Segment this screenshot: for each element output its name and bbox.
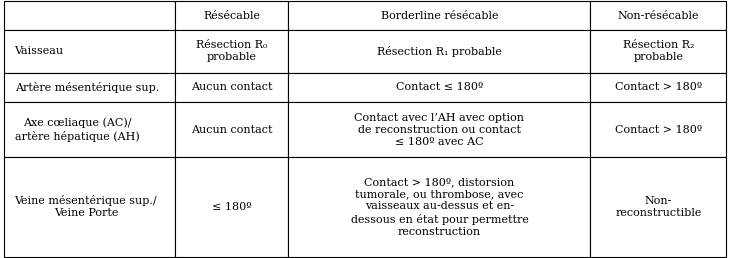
Bar (288, 1, 591, 30)
Bar (175, 157, 288, 257)
Bar (591, 102, 726, 157)
Bar (288, 102, 591, 157)
Bar (591, 1, 726, 30)
Bar (4, 30, 175, 73)
Bar (175, 30, 288, 73)
Text: Contact > 180º: Contact > 180º (615, 125, 702, 135)
Text: Veine mésentérique sup./
Veine Porte: Veine mésentérique sup./ Veine Porte (15, 195, 157, 219)
Text: Contact > 180º: Contact > 180º (615, 83, 702, 93)
Bar (175, 1, 288, 30)
Bar (4, 1, 175, 30)
Text: Contact ≤ 180º: Contact ≤ 180º (396, 83, 483, 93)
Text: Vaisseau: Vaisseau (15, 46, 64, 56)
Bar (4, 73, 175, 102)
Text: Résection R₂
probable: Résection R₂ probable (623, 40, 694, 62)
Text: Aucun contact: Aucun contact (191, 83, 272, 93)
Bar (175, 102, 288, 157)
Text: Résécable: Résécable (203, 11, 260, 21)
Text: ≤ 180º: ≤ 180º (212, 202, 251, 212)
Bar (4, 157, 175, 257)
Text: Contact > 180º, distorsion
tumorale, ou thrombose, avec
vaisseaux au-dessus et e: Contact > 180º, distorsion tumorale, ou … (350, 177, 529, 237)
Bar (288, 30, 591, 73)
Bar (175, 73, 288, 102)
Bar (591, 73, 726, 102)
Text: Axe cœliaque (AC)/
artère hépatique (AH): Axe cœliaque (AC)/ artère hépatique (AH) (15, 118, 139, 142)
Bar (288, 73, 591, 102)
Text: Borderline résécable: Borderline résécable (380, 11, 498, 21)
Text: Aucun contact: Aucun contact (191, 125, 272, 135)
Bar (4, 102, 175, 157)
Text: Non-
reconstructible: Non- reconstructible (615, 196, 702, 218)
Bar (591, 157, 726, 257)
Text: Résection R₁ probable: Résection R₁ probable (377, 46, 502, 57)
Text: Résection R₀
probable: Résection R₀ probable (196, 40, 267, 62)
Text: Artère mésentérique sup.: Artère mésentérique sup. (15, 82, 159, 93)
Bar (288, 157, 591, 257)
Text: Contact avec l’AH avec option
de reconstruction ou contact
≤ 180º avec AC: Contact avec l’AH avec option de reconst… (355, 113, 524, 147)
Text: Non-résécable: Non-résécable (618, 11, 699, 21)
Bar (591, 30, 726, 73)
